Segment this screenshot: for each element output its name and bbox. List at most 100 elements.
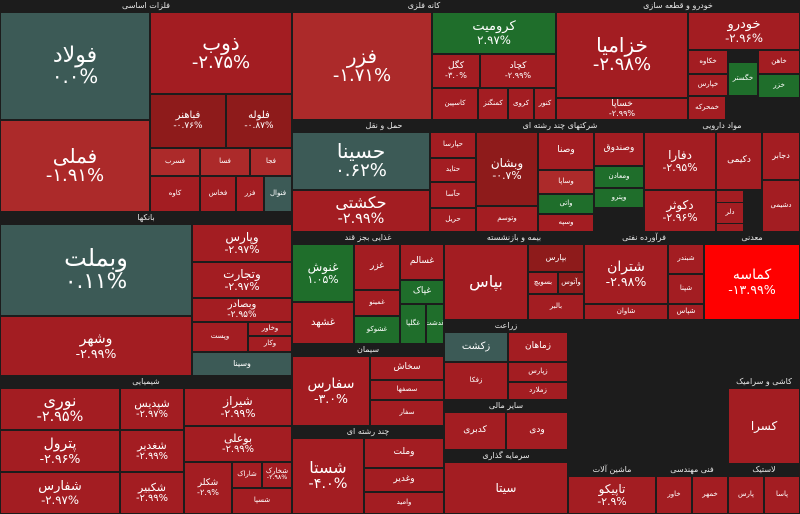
stock-tile[interactable]: خاور: [656, 476, 692, 514]
stock-tile[interactable]: کروی: [508, 88, 534, 120]
stock-tile[interactable]: وپست: [192, 322, 248, 352]
stock-tile[interactable]: دلر: [716, 202, 744, 224]
stock-tile[interactable]: پارس: [728, 476, 764, 514]
stock-tile[interactable]: شپاس: [668, 304, 704, 320]
stock-tile[interactable]: غسالم: [400, 244, 444, 280]
stock-tile[interactable]: دکوثر -۲.۹۶%: [644, 190, 716, 232]
stock-tile[interactable]: فجا: [250, 148, 292, 176]
stock-tile[interactable]: وصنا: [538, 132, 594, 170]
stock-tile[interactable]: وتجارت -۲.۹۷%: [192, 262, 292, 298]
stock-tile[interactable]: غگلپا: [400, 304, 426, 344]
stock-tile[interactable]: وسینا: [192, 352, 292, 376]
stock-tile[interactable]: تاپیکو -۲.۹%: [568, 476, 656, 514]
stock-tile[interactable]: بسویچ: [528, 272, 558, 294]
stock-tile[interactable]: بوعلی -۲.۹۹%: [184, 426, 292, 462]
stock-tile[interactable]: ودی: [506, 412, 568, 450]
stock-tile[interactable]: زکشت: [444, 332, 508, 362]
stock-tile[interactable]: کنور: [534, 88, 556, 120]
stock-tile[interactable]: شاوان: [584, 304, 668, 320]
stock-tile[interactable]: کسرا: [728, 388, 800, 464]
stock-tile[interactable]: فملی -۱.۹۱%: [0, 120, 150, 212]
stock-tile[interactable]: بپارس: [528, 244, 584, 272]
stock-tile[interactable]: وبملت ۰.۱۱%: [0, 224, 192, 316]
stock-tile[interactable]: سخاش: [370, 356, 444, 380]
stock-tile[interactable]: حپارسا: [430, 132, 476, 158]
stock-tile[interactable]: وخاور: [248, 322, 292, 336]
stock-tile[interactable]: دشیمی: [762, 180, 800, 232]
stock-tile[interactable]: فزر: [236, 176, 264, 212]
stock-tile[interactable]: غنوش ۱.۰۵%: [292, 244, 354, 302]
stock-tile[interactable]: نوری -۲.۹۵%: [0, 388, 120, 430]
stock-tile[interactable]: خمحرکه: [688, 96, 726, 120]
stock-tile[interactable]: فولاد ۰.۰%: [0, 12, 150, 120]
stock-tile[interactable]: خزامیا -۲.۹۸%: [556, 12, 688, 98]
stock-tile[interactable]: سصفها: [370, 380, 444, 400]
stock-tile[interactable]: دجابر: [762, 132, 800, 180]
stock-tile[interactable]: وتوسم: [476, 206, 538, 232]
stock-tile[interactable]: غشوکو: [354, 316, 400, 344]
stock-tile[interactable]: خپارس: [688, 74, 728, 96]
stock-tile[interactable]: وسپه: [538, 214, 594, 232]
stock-tile[interactable]: خاهن: [758, 50, 800, 74]
stock-tile[interactable]: پاسا: [764, 476, 800, 514]
stock-tile[interactable]: شبندر: [668, 244, 704, 274]
stock-tile[interactable]: کمنگنز: [478, 88, 508, 120]
stock-tile[interactable]: وآتوس: [558, 272, 584, 294]
stock-tile[interactable]: وپارس -۲.۹۷%: [192, 224, 292, 262]
stock-tile[interactable]: غدشت: [426, 304, 444, 344]
stock-tile[interactable]: زفکا: [444, 362, 508, 400]
stock-tile[interactable]: زپارس: [508, 362, 568, 382]
stock-tile[interactable]: غپاک: [400, 280, 444, 304]
stock-tile[interactable]: زماهان: [508, 332, 568, 362]
stock-tile[interactable]: سفار: [370, 400, 444, 426]
stock-tile[interactable]: فنوال: [264, 176, 292, 212]
stock-tile[interactable]: شیراز -۲.۹۹%: [184, 388, 292, 426]
stock-tile[interactable]: شکلر -۲.۹%: [184, 462, 232, 514]
stock-tile[interactable]: وملت: [364, 438, 444, 468]
stock-tile[interactable]: ومعادن: [594, 166, 644, 188]
stock-tile[interactable]: خزر: [758, 74, 800, 98]
stock-tile[interactable]: فلوله -۰.۸۷%: [226, 94, 292, 148]
stock-tile[interactable]: شسپا: [232, 488, 292, 514]
stock-tile[interactable]: وشهر -۲.۹۹%: [0, 316, 192, 376]
stock-tile[interactable]: وغدیر: [364, 468, 444, 492]
stock-tile[interactable]: دفارا -۲.۹۵%: [644, 132, 716, 190]
stock-tile[interactable]: حتاید: [430, 158, 476, 182]
stock-tile[interactable]: حکشتی -۲.۹۹%: [292, 190, 430, 232]
stock-tile[interactable]: خودرو -۲.۹۶%: [688, 12, 800, 50]
stock-tile[interactable]: وکار: [248, 336, 292, 352]
stock-tile[interactable]: غمینو: [354, 290, 400, 316]
stock-tile[interactable]: شپنا: [668, 274, 704, 304]
stock-tile[interactable]: شکبیر -۲.۹۹%: [120, 472, 184, 514]
stock-tile[interactable]: خکاوه: [688, 50, 728, 74]
stock-tile[interactable]: شاراک: [232, 462, 262, 488]
stock-tile[interactable]: کاسپین: [432, 88, 478, 120]
stock-tile[interactable]: شخارک -۲.۹۸%: [262, 462, 292, 488]
stock-tile[interactable]: خگستر: [728, 62, 758, 96]
stock-tile[interactable]: فسا: [200, 148, 250, 176]
stock-tile[interactable]: حریل: [430, 208, 476, 232]
stock-tile[interactable]: کرومیت ۲.۹۷%: [432, 12, 556, 54]
stock-tile[interactable]: شپدیس -۲.۹۷%: [120, 388, 184, 430]
stock-tile[interactable]: وبشان -۰.۷%: [476, 132, 538, 206]
stock-tile[interactable]: زملارد: [508, 382, 568, 400]
stock-tile[interactable]: فزر -۱.۷۱%: [292, 12, 432, 120]
stock-tile[interactable]: فباهنر -۰.۷۶%: [150, 94, 226, 148]
stock-tile[interactable]: شستا -۴.۰%: [292, 438, 364, 514]
stock-tile[interactable]: وامید: [364, 492, 444, 514]
stock-tile[interactable]: خساپا -۲.۹۹%: [556, 98, 688, 120]
stock-tile[interactable]: خمهر: [692, 476, 728, 514]
stock-tile[interactable]: وصندوق: [594, 132, 644, 166]
stock-tile[interactable]: وپترو: [594, 188, 644, 208]
stock-tile[interactable]: غشهد: [292, 302, 354, 344]
stock-tile[interactable]: وبصادر -۲.۹۵%: [192, 298, 292, 322]
stock-tile[interactable]: حآسا: [430, 182, 476, 208]
stock-tile[interactable]: سفارس -۳.۰%: [292, 356, 370, 426]
stock-tile[interactable]: شفارس -۲.۹۷%: [0, 472, 120, 514]
stock-tile[interactable]: فخاس: [200, 176, 236, 212]
stock-tile[interactable]: ذوب -۲.۷۵%: [150, 12, 292, 94]
stock-tile[interactable]: حسینا ۰.۶۲%: [292, 132, 430, 190]
stock-tile[interactable]: وساپا: [538, 170, 594, 194]
stock-tile[interactable]: شتران -۲.۹۸%: [584, 244, 668, 304]
stock-tile[interactable]: کدبری: [444, 412, 506, 450]
